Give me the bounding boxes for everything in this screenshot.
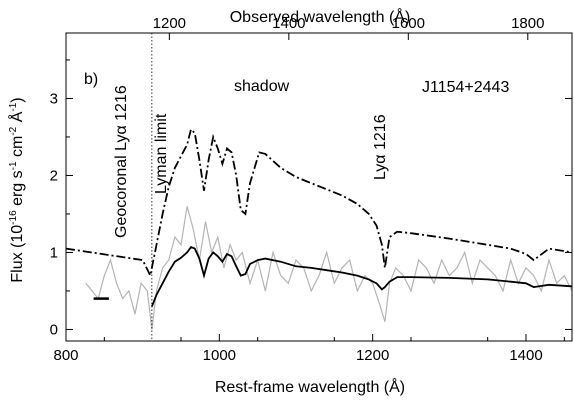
- top-x-tick-label: 1800: [511, 15, 544, 32]
- x-tick-label: 1400: [509, 347, 542, 364]
- top-x-tick-label: 1600: [392, 15, 425, 32]
- object-name: J1154+2443: [422, 79, 509, 96]
- y-axis-title-part2: erg s: [9, 170, 26, 210]
- x-axis-title: Rest-frame wavelength (Å): [215, 377, 405, 396]
- plot-frame: [65, 32, 573, 342]
- y-axis-title-part3: cm: [9, 136, 26, 162]
- y-tick-label: 0: [50, 321, 58, 338]
- y-tick-label: 3: [50, 90, 58, 107]
- y-axis-title-exp3: -2: [8, 126, 19, 135]
- top-x-tick-label: 1400: [272, 15, 305, 32]
- lyman-limit-label: Lyman limit: [153, 113, 170, 194]
- x-tick-label: 1000: [203, 347, 236, 364]
- y-axis-title-part1: Flux (10: [9, 225, 26, 283]
- y-tick-label: 1: [50, 244, 58, 261]
- x-tick-label: 1200: [356, 347, 389, 364]
- y-tick-label: 2: [50, 167, 58, 184]
- series-model-unattenuated: [66, 127, 572, 279]
- y-axis-title-part5: ): [9, 97, 26, 102]
- x-tick-label: 800: [53, 347, 78, 364]
- series-model-attenuated: [151, 246, 572, 307]
- y-axis-title: Flux (10-16 erg s-1 cm-2 Å-1): [7, 97, 26, 282]
- model-spectra: [66, 127, 572, 307]
- top-x-tick-label: 1200: [153, 15, 186, 32]
- y-axis-title-exp1: -16: [8, 210, 19, 225]
- y-axis-title-part4: Å: [7, 111, 26, 126]
- lya-label: Lyα 1216: [372, 114, 389, 180]
- series-observed: [85, 206, 572, 330]
- panel-label: b): [84, 71, 98, 88]
- axis-ticks: 800 1000 1200 1400 1200 1400 1600 1800 0 1 2 3: [50, 15, 572, 364]
- top-axis-title: Observed wavelength (Å): [230, 7, 411, 26]
- geocoronal-label: Geocoronal Lyα 1216: [113, 85, 130, 238]
- shadow-label: shadow: [234, 78, 290, 95]
- y-axis-title-exp2: -1: [8, 161, 19, 170]
- y-axis-title-exp4: -1: [8, 102, 19, 111]
- observed-spectrum: [85, 206, 572, 330]
